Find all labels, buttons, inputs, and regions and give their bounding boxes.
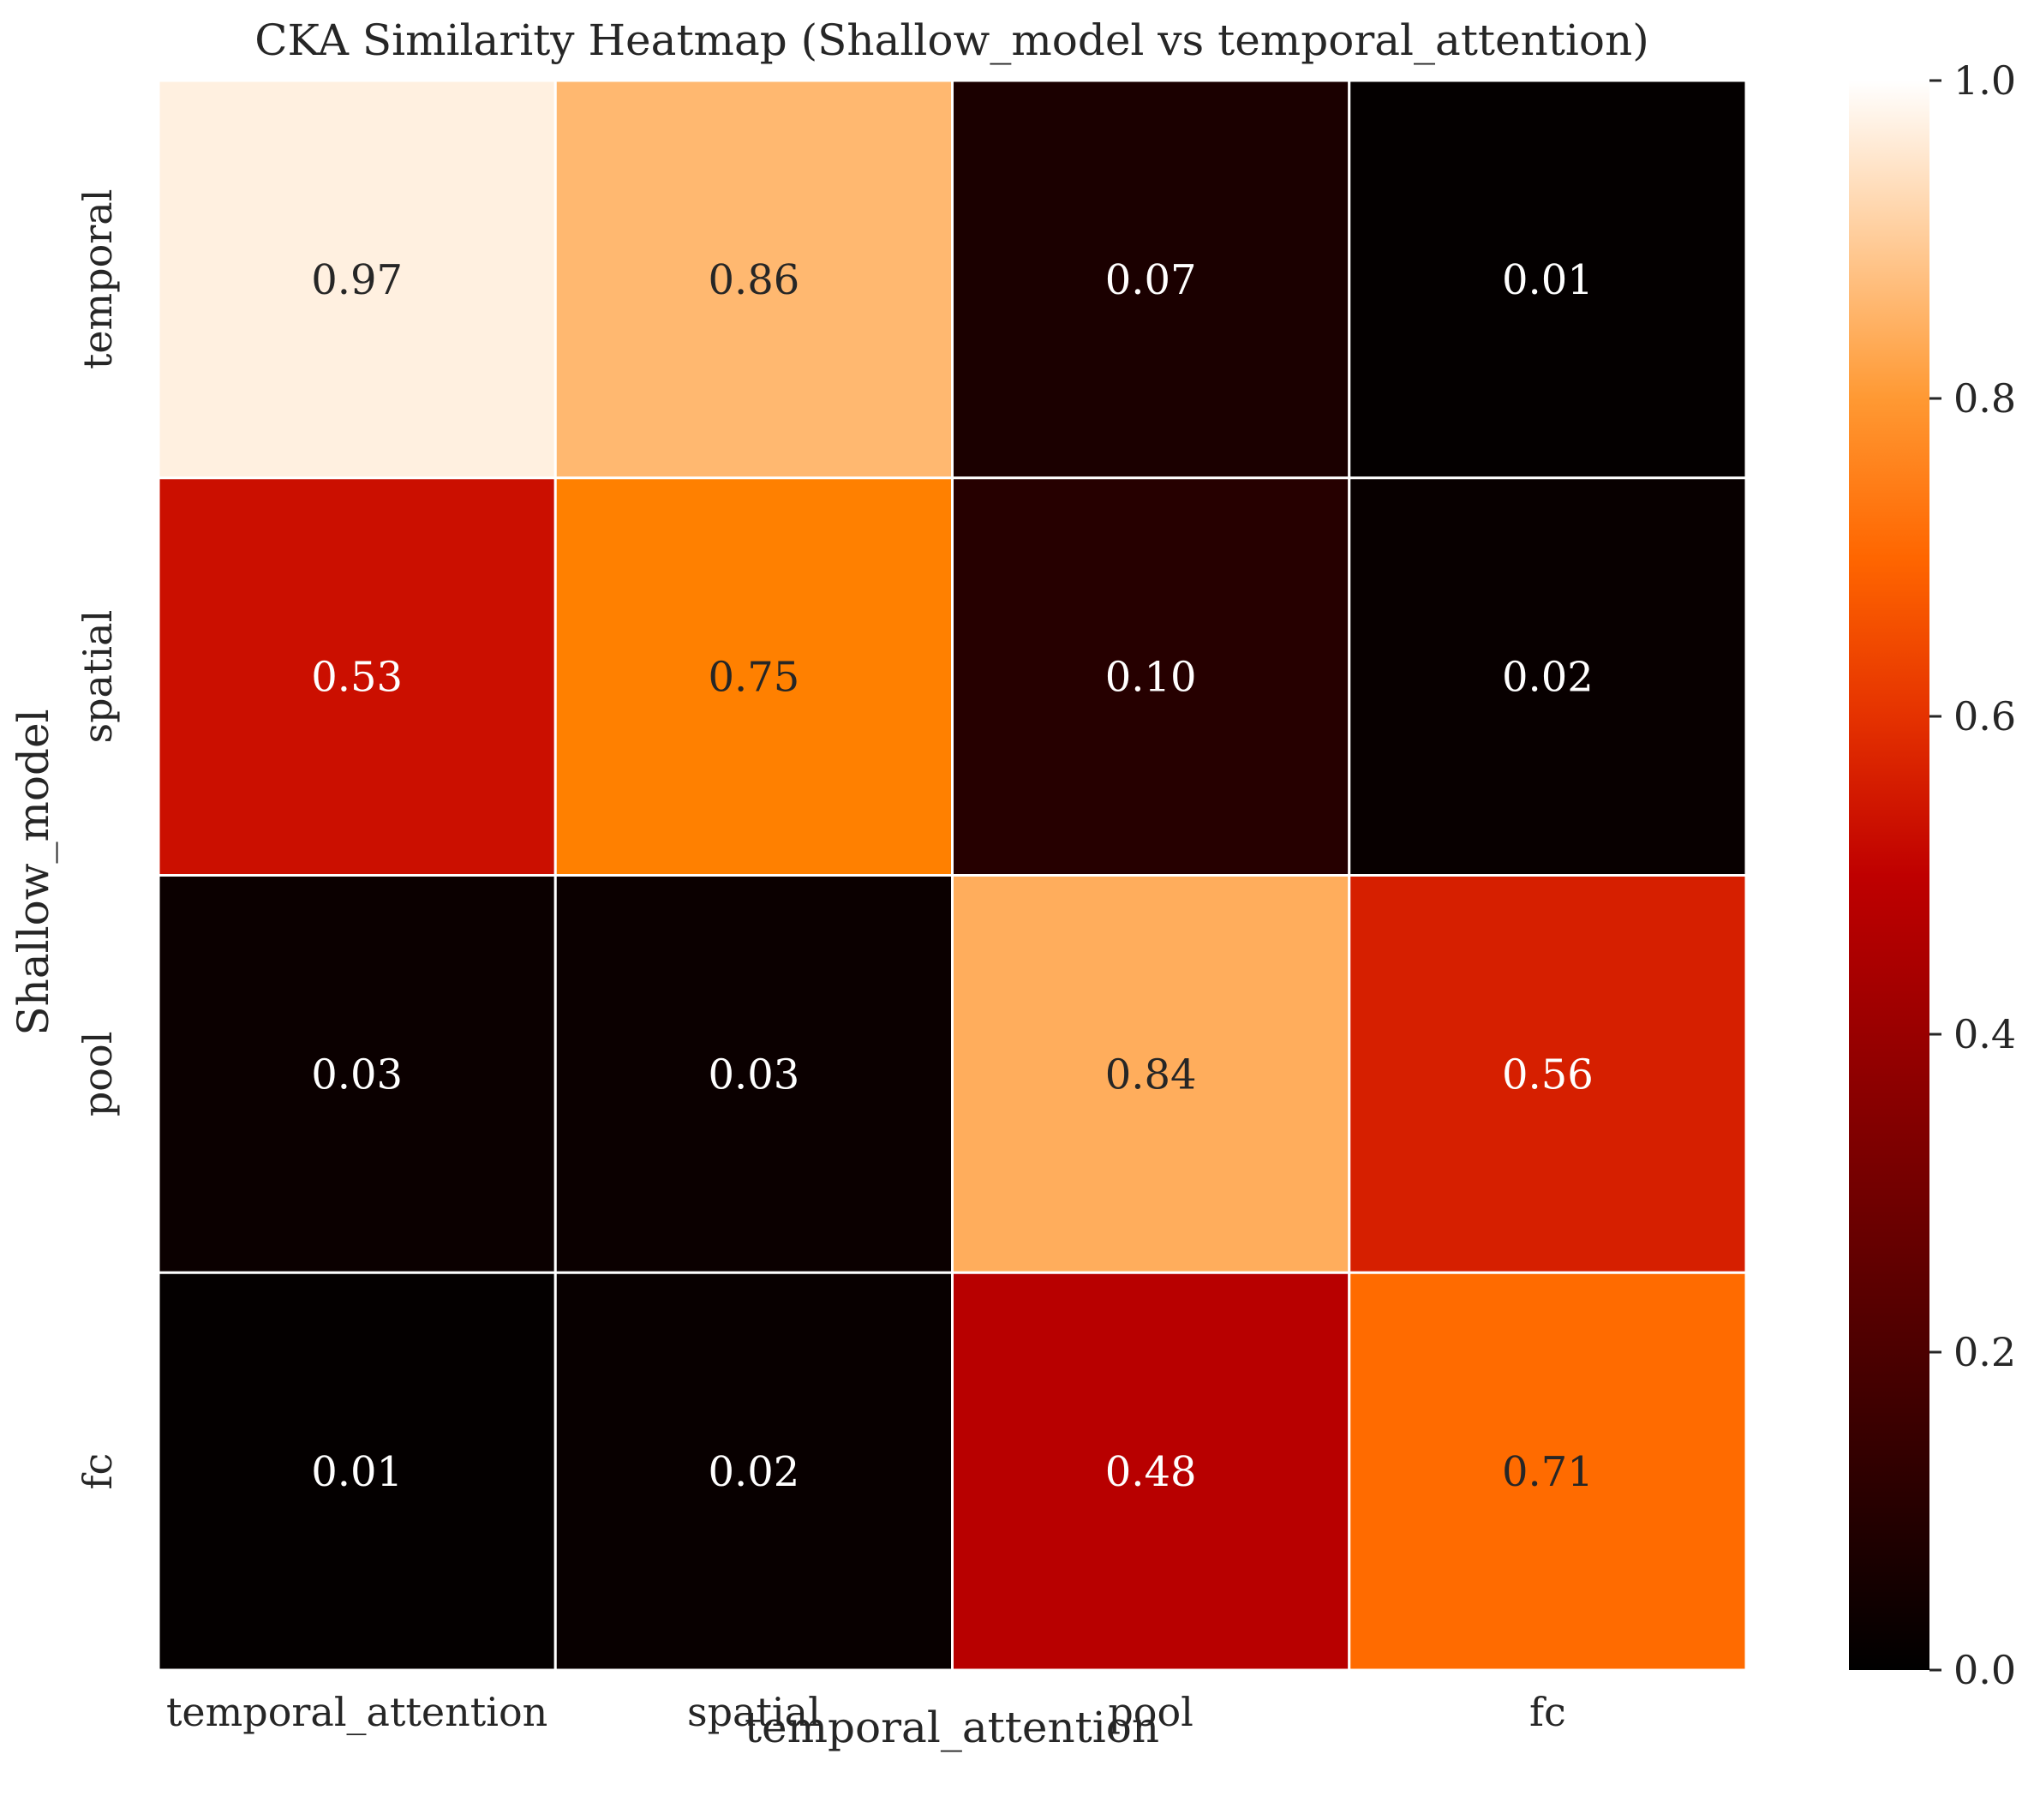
x-tick-label-3: fc: [1529, 1689, 1566, 1735]
x-tick-label-0: temporal_attention: [166, 1689, 547, 1735]
heatmap-cell-r3-c1: [553, 1271, 954, 1672]
heatmap-cell-label-r2-c2: 0.84: [1105, 1051, 1197, 1099]
heatmap-cells: [157, 79, 1748, 1672]
heatmap-cell-label-r1-c1: 0.75: [708, 654, 799, 702]
heatmap-cell-r3-c3: [1348, 1271, 1748, 1672]
heatmap-cell-label-r0-c1: 0.86: [708, 256, 799, 304]
heatmap-cell-r2-c1: [553, 874, 954, 1274]
y-tick-labels: temporal spatial pool fc: [75, 189, 121, 1490]
heatmap-cell-label-r2-c3: 0.56: [1502, 1051, 1594, 1099]
heatmap-cell-label-r3-c3: 0.71: [1502, 1448, 1594, 1496]
heatmap-cell-r1-c0: [157, 476, 557, 877]
heatmap-cell-label-r2-c1: 0.03: [708, 1051, 799, 1099]
colorbar-ticks: 0.0 0.2 0.4 0.6 0.8 1.0: [1929, 57, 2016, 1693]
heatmap-cell-label-r3-c1: 0.02: [708, 1448, 799, 1496]
y-tick-label-2: pool: [75, 1032, 121, 1117]
y-tick-label-0: temporal: [75, 189, 121, 370]
heatmap-cell-label-r3-c0: 0.01: [311, 1448, 403, 1496]
heatmap-cell-label-r1-c3: 0.02: [1502, 654, 1594, 702]
colorbar-tick-label-3: 0.6: [1953, 693, 2016, 739]
x-tick-label-2: pool: [1108, 1689, 1193, 1735]
colorbar-tick-label-2: 0.4: [1953, 1011, 2016, 1057]
y-axis-label: Shallow_model: [9, 709, 58, 1035]
heatmap-cell-label-r0-c2: 0.07: [1105, 256, 1197, 304]
heatmap-cell-label-r0-c3: 0.01: [1502, 256, 1594, 304]
heatmap-cell-label-r2-c0: 0.03: [311, 1051, 403, 1099]
colorbar-tick-label-1: 0.2: [1953, 1329, 2016, 1375]
heatmap-cell-label-r1-c2: 0.10: [1105, 654, 1197, 702]
heatmap-cell-r0-c1: [553, 79, 954, 480]
heatmap-cell-r1-c2: [951, 476, 1351, 877]
chart-title: CKA Similarity Heatmap (Shallow_model vs…: [254, 15, 1648, 65]
heatmap-cell-labels: 0.97 0.86 0.07 0.01 0.53 0.75 0.10 0.02 0.03 0.03…: [311, 256, 1594, 1496]
heatmap-cell-label-r0-c0: 0.97: [311, 256, 403, 304]
heatmap-cell-r3-c2: [951, 1271, 1351, 1672]
heatmap-cell-label-r1-c0: 0.53: [311, 654, 403, 702]
y-tick-label-1: spatial: [75, 610, 121, 744]
heatmap-cell-r1-c3: [1348, 476, 1748, 877]
heatmap-cell-r0-c2: [951, 79, 1351, 480]
heatmap-cell-label-r3-c2: 0.48: [1105, 1448, 1197, 1496]
colorbar-tick-label-4: 0.8: [1953, 375, 2016, 422]
heatmap-cell-r0-c3: [1348, 79, 1748, 480]
heatmap-cell-r3-c0: [157, 1271, 557, 1672]
colorbar-tick-label-0: 0.0: [1953, 1647, 2016, 1693]
colorbar-tick-label-5: 1.0: [1953, 57, 2016, 104]
colorbar: [1849, 81, 1929, 1670]
x-tick-label-1: spatial: [687, 1689, 821, 1735]
heatmap-cell-r1-c1: [553, 476, 954, 877]
x-tick-labels: temporal_attention spatial pool fc: [166, 1689, 1566, 1735]
y-tick-label-3: fc: [75, 1453, 121, 1490]
heatmap-cell-r2-c3: [1348, 874, 1748, 1274]
x-axis-label: temporal_attention: [745, 1703, 1159, 1752]
heatmap-cell-r0-c0: [157, 79, 557, 480]
